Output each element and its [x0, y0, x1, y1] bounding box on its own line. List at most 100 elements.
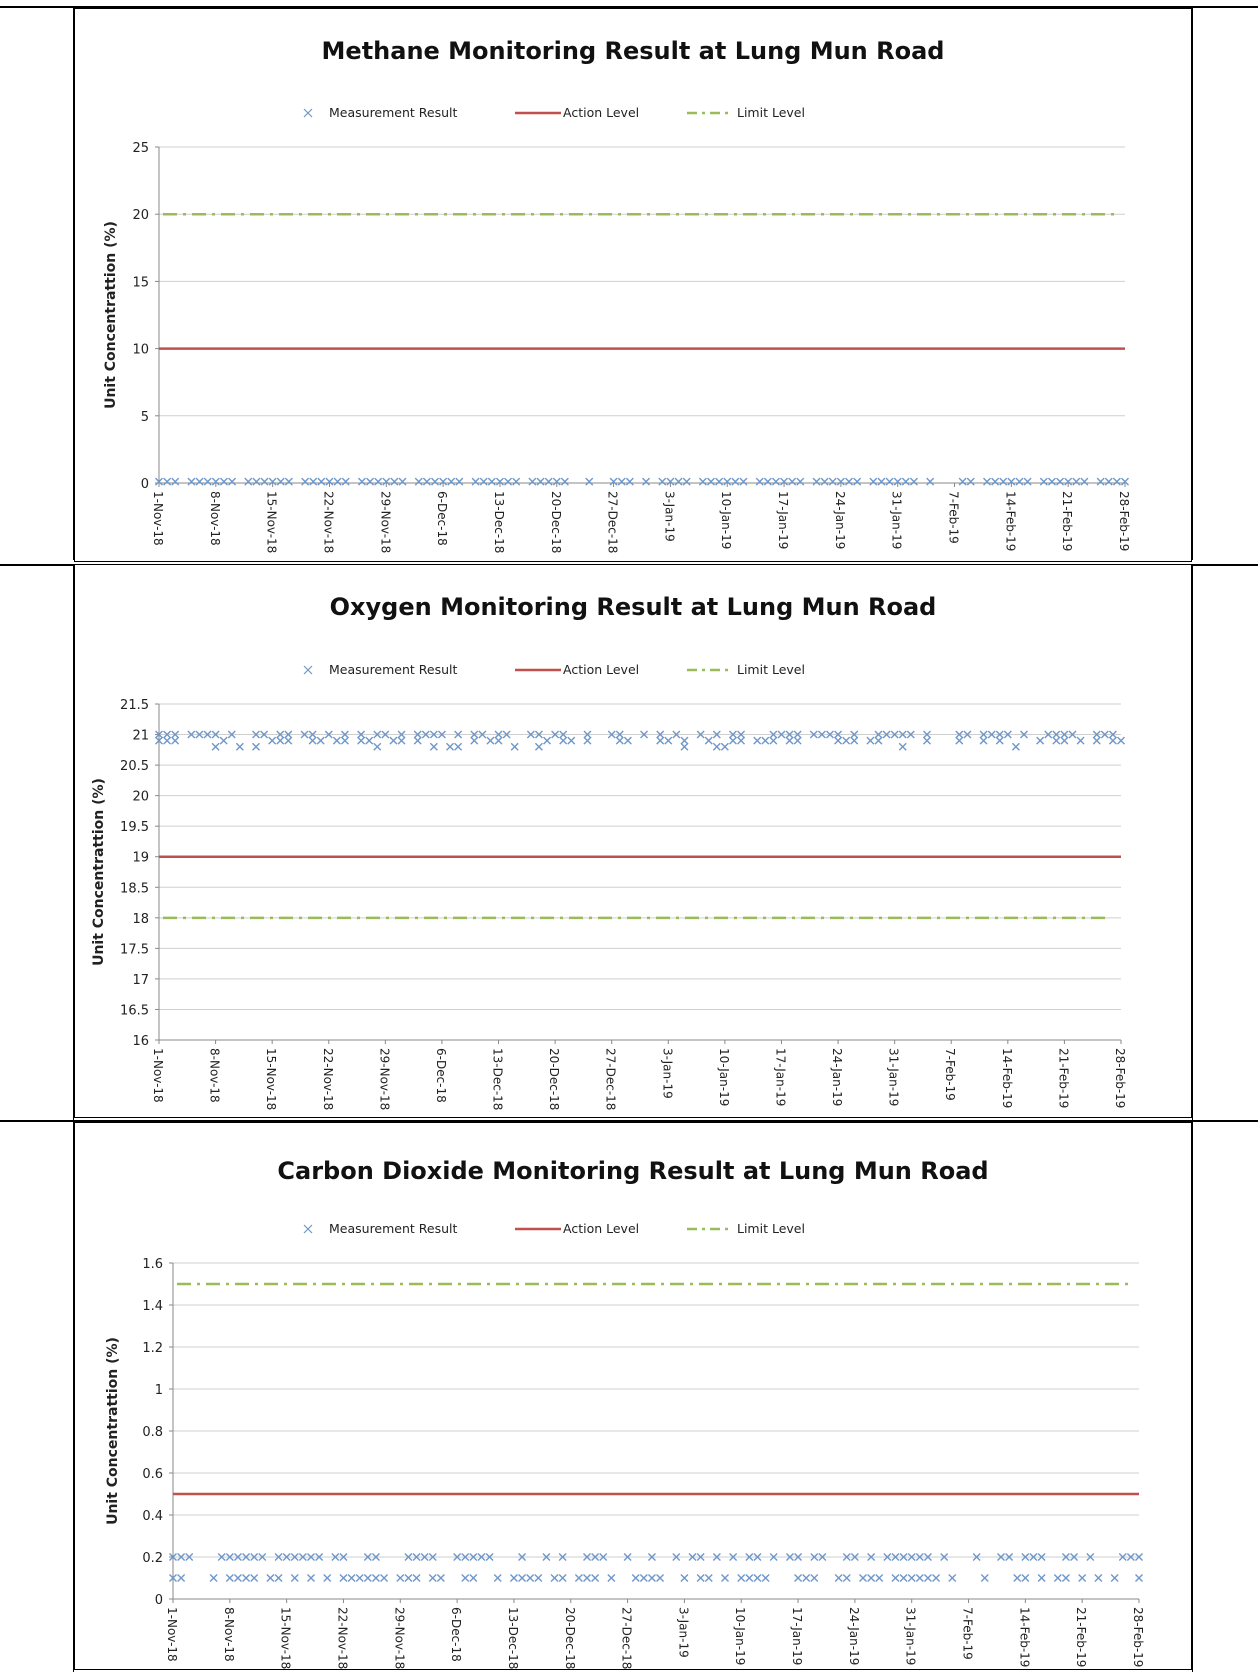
data-point — [298, 1553, 307, 1561]
data-point — [1092, 736, 1101, 745]
data-point — [512, 477, 521, 486]
data-point — [282, 1553, 291, 1561]
data-point — [494, 730, 503, 739]
data-point-stroke — [834, 1574, 843, 1582]
data-point — [534, 730, 543, 739]
data-point — [276, 730, 285, 739]
data-point — [266, 1574, 275, 1582]
data-point-stroke — [177, 1553, 186, 1561]
data-point-stroke — [745, 1553, 754, 1561]
data-point — [915, 1574, 924, 1582]
data-point-stroke — [836, 477, 845, 486]
data-point-stroke — [753, 736, 762, 745]
x-tick-label: 27-Dec-18 — [604, 1048, 618, 1110]
data-point — [796, 477, 805, 486]
x-tick-label: 24-Jan-19 — [847, 1607, 861, 1665]
data-point-stroke — [371, 1553, 380, 1561]
x-tick-label: 3-Jan-19 — [662, 491, 676, 542]
data-point-stroke — [203, 477, 212, 486]
data-point — [926, 477, 935, 486]
data-point-stroke — [688, 1553, 697, 1561]
data-point — [429, 730, 438, 739]
data-point — [242, 1574, 251, 1582]
data-point — [219, 477, 228, 486]
data-point-stroke — [625, 477, 634, 486]
data-point-stroke — [955, 730, 964, 739]
chart-legend: Measurement Result Action Level Limit Leve… — [303, 662, 805, 677]
data-point-stroke — [373, 742, 382, 751]
data-point — [217, 1553, 226, 1561]
data-point — [1023, 477, 1032, 486]
data-point-stroke — [371, 1574, 380, 1582]
data-point-stroke — [739, 477, 748, 486]
data-point-stroke — [282, 1553, 291, 1561]
data-point — [155, 730, 163, 739]
data-point-stroke — [494, 736, 503, 745]
data-point — [696, 1553, 705, 1561]
data-point — [274, 1574, 283, 1582]
data-point — [647, 1553, 656, 1561]
data-point — [834, 1574, 843, 1582]
data-point — [859, 1574, 867, 1582]
data-point-stroke — [185, 1553, 194, 1561]
data-point — [1037, 1553, 1046, 1561]
data-point-stroke — [510, 742, 519, 751]
data-point — [642, 477, 651, 486]
data-point-stroke — [250, 1574, 259, 1582]
data-point — [836, 477, 845, 486]
data-point-stroke — [429, 742, 438, 751]
data-point — [850, 736, 859, 745]
data-point-stroke — [980, 1574, 989, 1582]
data-point — [1060, 736, 1069, 745]
data-point — [810, 1574, 819, 1582]
data-point — [1039, 477, 1048, 486]
x-tick-label: 20-Dec-18 — [549, 491, 563, 553]
data-point — [431, 477, 439, 486]
data-point — [1013, 1574, 1022, 1582]
data-point — [363, 1574, 372, 1582]
data-point-stroke — [682, 477, 691, 486]
data-point — [674, 477, 683, 486]
legend-label-measurement: Measurement Result — [329, 1221, 458, 1236]
data-point-stroke — [309, 477, 318, 486]
x-tick-label: 7-Feb-19 — [961, 1607, 975, 1660]
data-point — [413, 730, 422, 739]
data-point — [526, 730, 535, 739]
data-point-stroke — [1047, 477, 1056, 486]
data-point — [316, 736, 325, 745]
data-point — [866, 736, 875, 745]
data-point — [817, 730, 826, 739]
y-tick-label: 1.6 — [142, 1257, 163, 1272]
data-point — [307, 1574, 315, 1582]
data-point-stroke — [163, 736, 172, 745]
data-point-stroke — [1080, 477, 1089, 486]
data-point — [526, 1574, 535, 1582]
data-point — [728, 736, 737, 745]
data-point — [461, 1574, 470, 1582]
x-tick-label: 15-Nov-18 — [264, 1048, 278, 1110]
data-point-stroke — [169, 1574, 177, 1582]
data-point — [995, 730, 1004, 739]
data-point-stroke — [796, 477, 805, 486]
data-point-stroke — [898, 730, 907, 739]
x-tick-label: 10-Jan-19 — [733, 1607, 747, 1665]
y-tick-label: 0 — [155, 1593, 163, 1608]
data-point-stroke — [169, 1553, 177, 1561]
data-point — [429, 742, 438, 751]
data-point — [640, 730, 649, 739]
data-point-stroke — [195, 477, 204, 486]
data-point-stroke — [487, 477, 496, 486]
data-point — [755, 477, 764, 486]
data-point — [1068, 730, 1077, 739]
data-point — [260, 477, 269, 486]
data-point — [753, 1574, 762, 1582]
data-point — [242, 1553, 251, 1561]
chart-title: Carbon Dioxide Monitoring Result at Lung… — [277, 1157, 989, 1185]
data-point-stroke — [898, 742, 907, 751]
legend-label-limit: Limit Level — [737, 105, 805, 120]
data-point — [324, 730, 333, 739]
data-point — [510, 742, 519, 751]
data-point-stroke — [284, 736, 293, 745]
data-point — [268, 736, 277, 745]
data-point-stroke — [680, 1574, 689, 1582]
